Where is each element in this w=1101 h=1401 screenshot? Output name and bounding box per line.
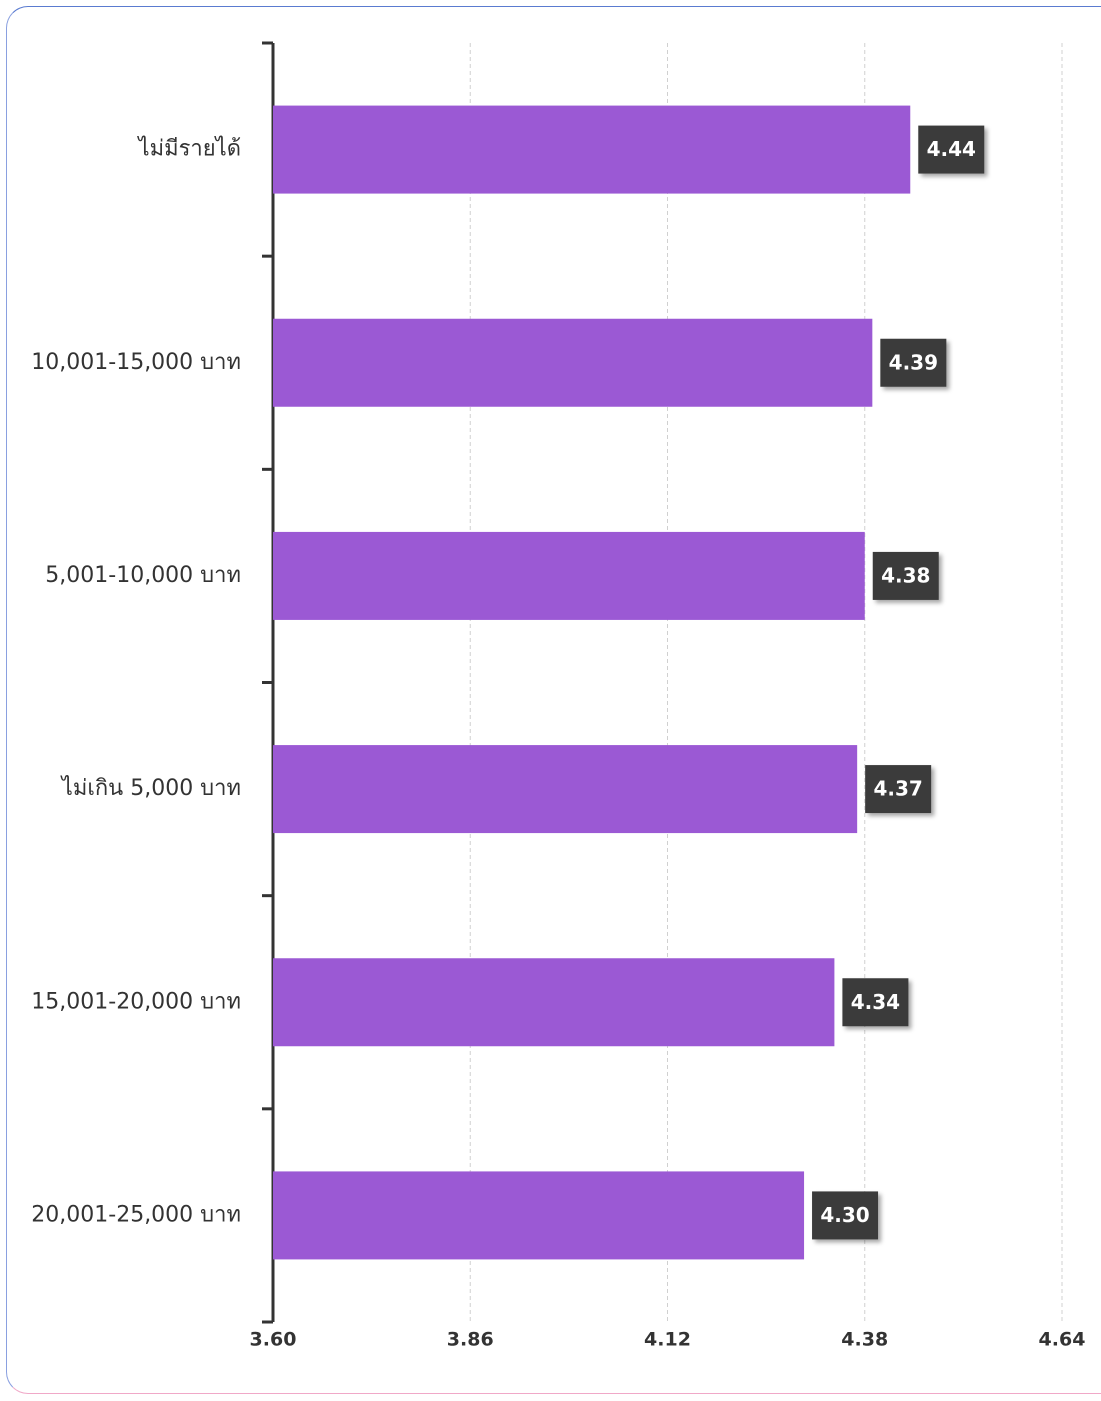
x-tick-label: 3.60 (250, 1329, 297, 1351)
bar (273, 1171, 805, 1260)
bar (273, 105, 911, 194)
value-label: 4.44 (927, 137, 976, 161)
value-label-box (880, 338, 947, 387)
bar (273, 531, 865, 620)
value-label: 4.39 (889, 350, 938, 374)
card (6, 6, 1101, 1394)
value-label: 4.30 (820, 1203, 869, 1227)
y-tick-label: 10,001-15,000 บาท (31, 350, 241, 375)
value-label: 4.37 (873, 777, 922, 801)
y-tick-label: ไม่มีรายได้ (137, 136, 241, 162)
bar (273, 958, 835, 1047)
y-tick-label: 20,001-25,000 บาท (31, 1202, 241, 1227)
value-label: 4.38 (881, 563, 930, 587)
value-label: 4.34 (851, 990, 900, 1014)
value-label-box (918, 125, 985, 174)
bar (273, 745, 858, 834)
bar (273, 318, 873, 407)
y-tick-label: ไม่เกิน 5,000 บาท (60, 775, 241, 801)
value-label-box (812, 1191, 879, 1240)
value-label-box (865, 765, 932, 814)
value-label-box (842, 978, 909, 1027)
x-tick-label: 4.64 (1039, 1329, 1086, 1351)
value-label-box (872, 551, 939, 600)
x-tick-label: 4.12 (644, 1329, 691, 1351)
y-tick-label: 5,001-10,000 บาท (45, 563, 241, 588)
y-tick-label: 15,001-20,000 บาท (31, 989, 241, 1014)
x-tick-label: 4.38 (841, 1329, 888, 1351)
x-tick-label: 3.86 (447, 1329, 494, 1351)
